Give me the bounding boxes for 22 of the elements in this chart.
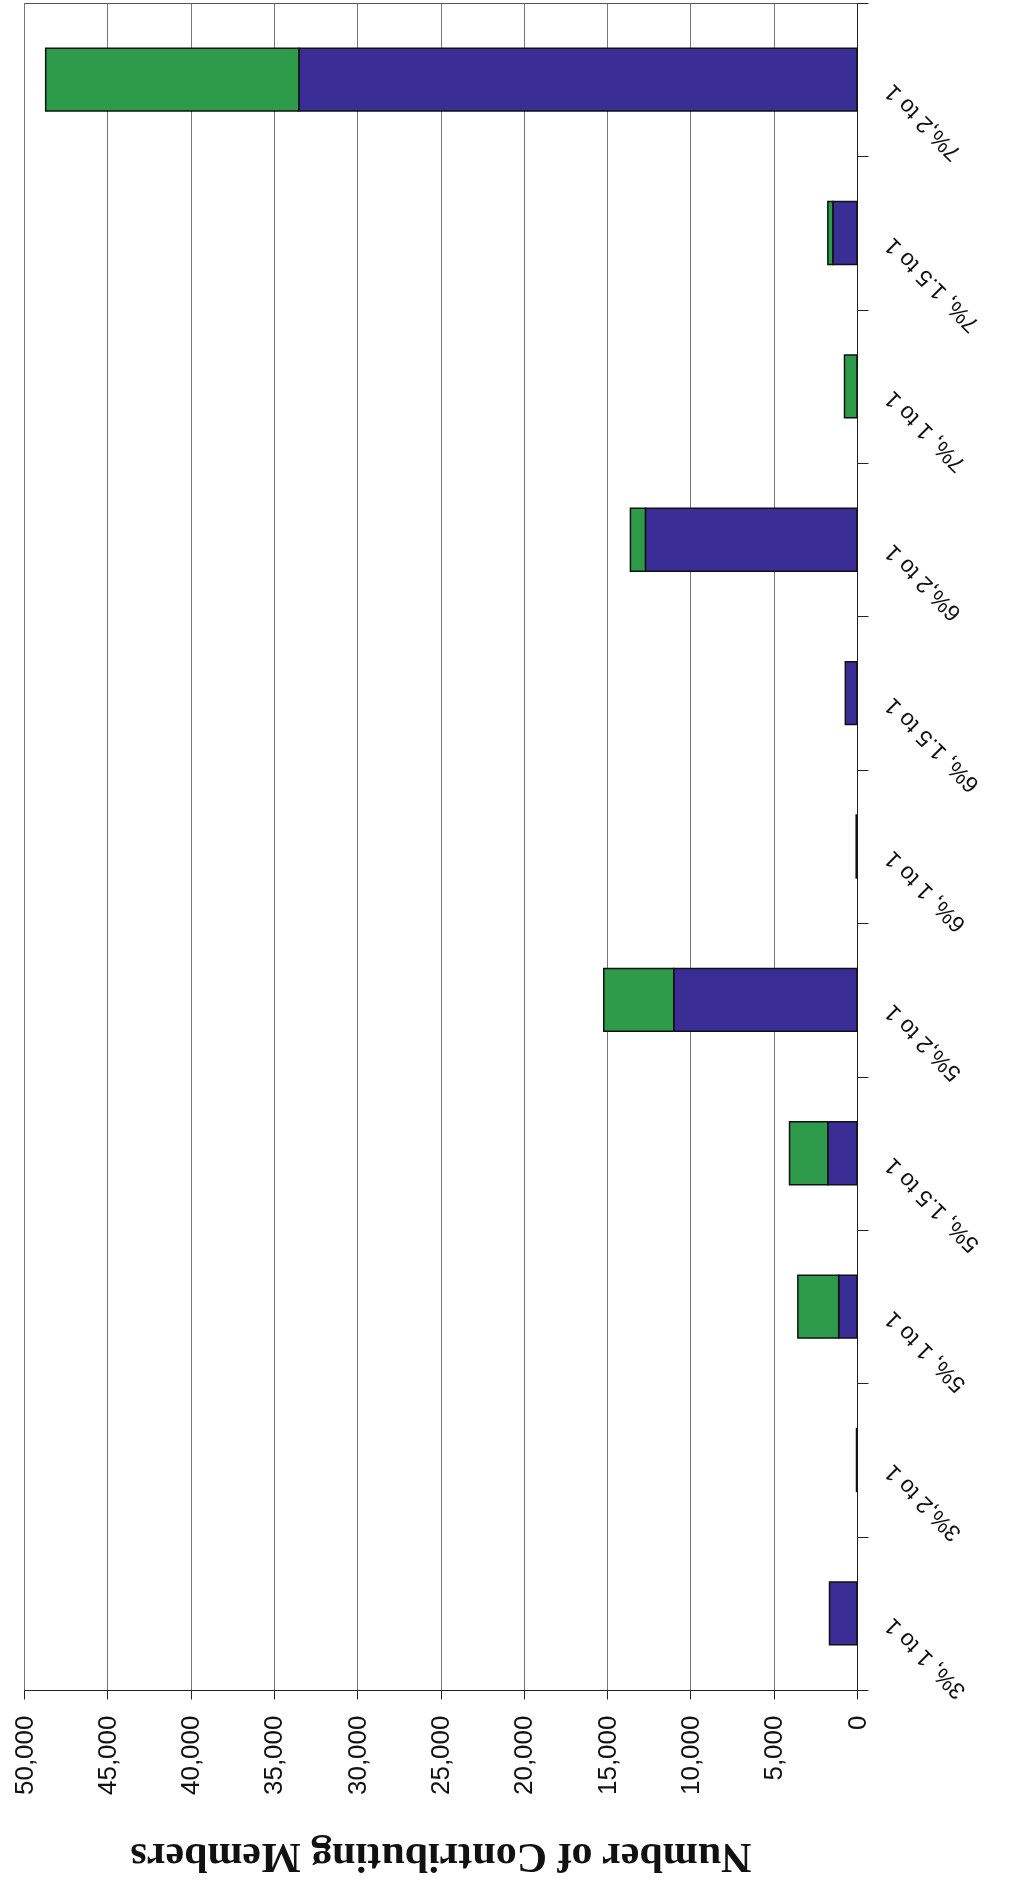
x-tick-label: 0 <box>841 1715 872 1730</box>
x-tick-label: 20,000 <box>508 1715 539 1796</box>
bar <box>844 660 858 726</box>
y-tick-label: 5%, 1.5 to 1 <box>878 1153 984 1259</box>
y-tick-label: 6%, 1 to 1 <box>878 846 971 939</box>
x-tick-label: 30,000 <box>341 1715 372 1796</box>
x-tick-label: 10,000 <box>674 1715 705 1796</box>
x-tick-label: 45,000 <box>91 1715 122 1796</box>
x-axis-title: Number of Contributing Members <box>130 1835 752 1882</box>
bar <box>828 1581 858 1646</box>
bar <box>843 354 858 419</box>
x-tick-label: 35,000 <box>258 1715 289 1796</box>
x-tick-label: 25,000 <box>425 1715 455 1796</box>
y-tick-label: 5%, 1 to 1 <box>878 1306 971 1399</box>
x-tick-label: 5,000 <box>758 1715 789 1781</box>
y-tick-label: 7%, 1.5 to 1 <box>878 233 984 339</box>
y-tick-label: 3%, 1 to 1 <box>878 1613 971 1705</box>
x-tick-label: 15,000 <box>591 1715 622 1796</box>
y-tick-label: 6%, 1.5 to 1 <box>878 693 984 799</box>
x-tick-label: 40,000 <box>175 1715 206 1796</box>
y-tick-label: 7%, 1 to 1 <box>878 386 971 479</box>
x-tick-label: 50,000 <box>8 1715 39 1796</box>
